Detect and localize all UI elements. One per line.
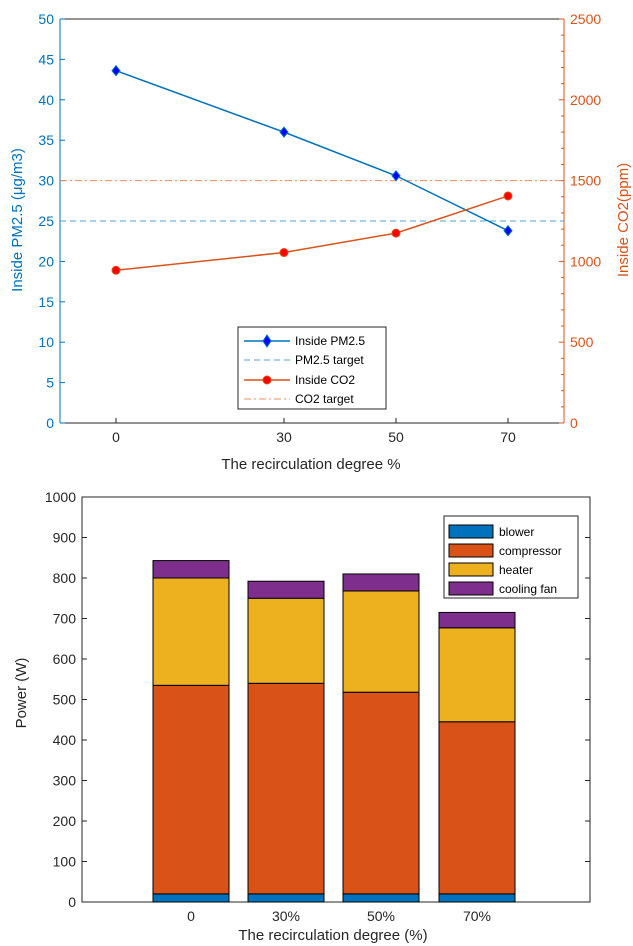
- y-axis-right-label: Inside CO2(ppm): [615, 163, 632, 277]
- y-tick-label: 10: [38, 334, 54, 350]
- y-tick-label: 1500: [570, 173, 601, 189]
- y-tick-label: 2500: [570, 11, 601, 27]
- bar-cooling-fan: [152, 560, 230, 579]
- bar-compressor: [342, 691, 420, 895]
- legend-label: Inside CO2: [295, 373, 355, 387]
- y-axis-left-label: Inside PM2.5 (μg/m3): [9, 148, 26, 292]
- bar-blower: [152, 893, 230, 903]
- legend-swatch: [448, 524, 494, 539]
- co2-point: [391, 228, 401, 238]
- y-tick-label: 20: [38, 253, 54, 269]
- bar-heater: [438, 627, 516, 723]
- x-tick-label: 30%: [272, 908, 300, 924]
- bar-heater: [152, 577, 230, 686]
- legend-label: cooling fan: [499, 582, 557, 596]
- y-tick-label: 500: [53, 692, 77, 708]
- x-tick-label: 50: [388, 429, 404, 445]
- bar-cooling-fan: [247, 580, 325, 599]
- y-tick-label: 300: [53, 773, 77, 789]
- legend: Inside PM2.5 PM2.5 target Inside CO2 CO2…: [237, 326, 387, 410]
- diamond-marker-icon: [262, 334, 272, 348]
- y-tick-label: 0: [46, 415, 54, 431]
- bar-compressor: [438, 721, 516, 895]
- bar-heater: [247, 597, 325, 684]
- bar-blower: [342, 893, 420, 903]
- bar-compressor: [247, 682, 325, 895]
- bar-cooling-fan: [342, 573, 420, 592]
- bar-blower: [247, 893, 325, 903]
- x-axis-ticks: 0 30 50 70: [112, 418, 516, 445]
- y-tick-label: 1000: [570, 253, 601, 269]
- legend: blower compressor heater cooling fan: [443, 515, 579, 599]
- y-tick-label: 200: [53, 813, 77, 829]
- x-tick-label: 0: [112, 429, 120, 445]
- bars-layer: [152, 560, 516, 903]
- legend-label: Inside PM2.5: [295, 334, 365, 348]
- legend-label: PM2.5 target: [295, 353, 364, 367]
- x-tick-label: 70%: [463, 908, 491, 924]
- y-axis-left-ticks: 0 5 10 15 20 25 30 35 40 45 50: [38, 11, 65, 431]
- y-tick-label: 900: [53, 530, 77, 546]
- legend-entry-inside-co2: Inside CO2: [244, 373, 355, 387]
- y-axis-right-ticks: 0 500 1000 1500 2000 2500: [559, 11, 601, 431]
- y-tick-label: 15: [38, 294, 54, 310]
- bar-blower: [438, 893, 516, 903]
- co2-point: [503, 191, 513, 201]
- y-tick-label: 50: [38, 11, 54, 27]
- pm25-point: [111, 64, 121, 77]
- y-tick-label: 30: [38, 173, 54, 189]
- co2-series-line: [115, 195, 509, 272]
- y-tick-label: 0: [68, 894, 76, 910]
- legend-entry-inside-pm25: Inside PM2.5: [244, 334, 365, 348]
- y-tick-label: 700: [53, 611, 77, 627]
- legend-label: CO2 target: [295, 392, 354, 406]
- y-tick-label: 25: [38, 213, 54, 229]
- y-tick-label: 40: [38, 92, 54, 108]
- bar-cooling-fan: [438, 611, 516, 629]
- bar-compressor: [152, 684, 230, 895]
- x-tick-label: 0: [187, 908, 195, 924]
- x-tick-label: 50%: [367, 908, 395, 924]
- legend-swatch: [448, 543, 494, 558]
- y-tick-label: 5: [46, 375, 54, 391]
- legend-entry-pm25-target: PM2.5 target: [244, 353, 364, 367]
- co2-point: [279, 248, 289, 258]
- legend-label: heater: [499, 563, 533, 577]
- pm25-point: [503, 224, 513, 237]
- y-tick-label: 2000: [570, 92, 601, 108]
- y-tick-label: 800: [53, 570, 77, 586]
- legend-swatch: [448, 562, 494, 577]
- bar-heater: [342, 590, 420, 693]
- y-tick-label: 100: [53, 854, 77, 870]
- x-tick-label: 30: [276, 429, 292, 445]
- pm25-point: [279, 126, 289, 138]
- legend-swatch: [448, 581, 494, 596]
- series-layer: [60, 64, 564, 275]
- x-axis-label: The recirculation degree (%): [238, 927, 427, 944]
- y-tick-label: 400: [53, 732, 77, 748]
- y-axis-ticks: 0 100 200 300 400 500 600 700 800 900 1000: [45, 489, 590, 910]
- legend-label: compressor: [499, 544, 562, 558]
- legend-entry-co2-target: CO2 target: [244, 392, 354, 406]
- pm25-point: [391, 169, 401, 182]
- pm25-series-line: [115, 70, 509, 232]
- y-tick-label: 0: [570, 415, 578, 431]
- y-tick-label: 500: [570, 334, 594, 350]
- circle-marker-icon: [262, 375, 272, 385]
- y-axis-label: Power (W): [13, 658, 30, 729]
- y-tick-label: 35: [38, 132, 54, 148]
- x-axis-label: The recirculation degree %: [221, 456, 400, 473]
- power-stacked-bar-chart: 0 100 200 300 400 500 600 700 800 900 1000 0 30% 50%…: [13, 489, 591, 944]
- y-tick-label: 600: [53, 651, 77, 667]
- co2-point: [111, 265, 121, 275]
- y-tick-label: 45: [38, 51, 54, 67]
- legend-label: blower: [499, 525, 534, 539]
- y-tick-label: 1000: [45, 489, 76, 505]
- x-tick-label: 70: [500, 429, 516, 445]
